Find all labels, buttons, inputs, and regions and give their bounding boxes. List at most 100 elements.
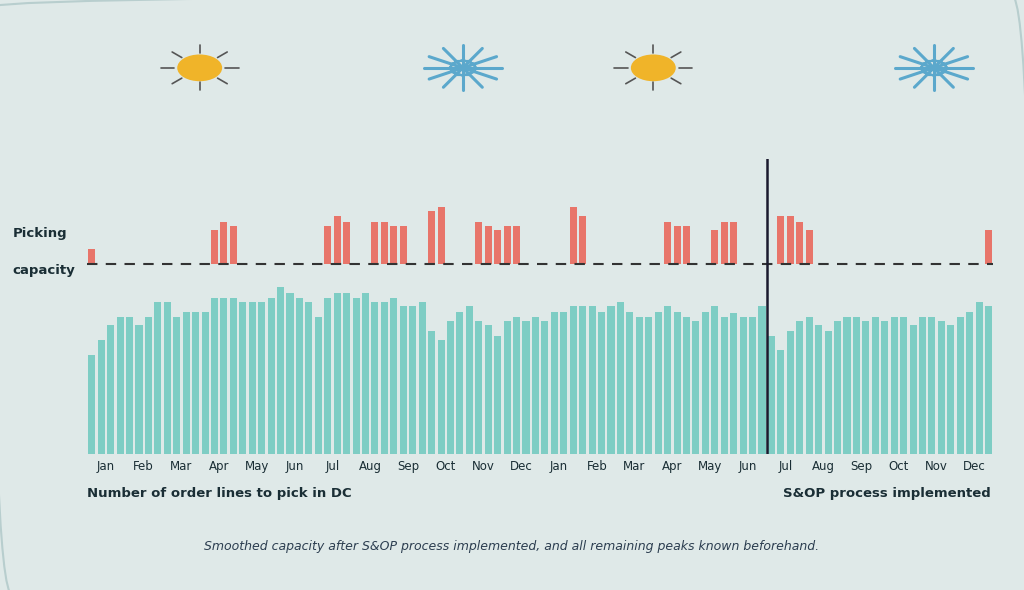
Bar [815,325,822,454]
Bar [834,321,841,454]
Bar [484,226,492,264]
Bar [947,325,954,454]
Bar [240,302,247,454]
Bar [97,340,104,454]
Bar [674,312,681,454]
Bar [390,298,397,454]
Bar [692,321,699,454]
Bar [372,302,379,454]
Bar [966,312,973,454]
Text: Number of order lines to pick in DC: Number of order lines to pick in DC [87,487,351,500]
Bar [504,321,511,454]
Bar [569,306,577,454]
Bar [399,306,407,454]
Bar [135,325,142,454]
Bar [636,317,643,454]
Bar [193,312,199,454]
Bar [325,298,332,454]
Bar [749,317,756,454]
Bar [891,317,898,454]
Bar [674,226,681,264]
Bar [267,298,274,454]
Bar [513,226,520,264]
Bar [182,312,189,454]
Bar [88,249,95,264]
Bar [475,321,482,454]
Text: Picking: Picking [12,227,67,240]
Bar [278,287,284,454]
Bar [976,302,983,454]
Bar [334,293,341,454]
Bar [607,306,614,454]
Bar [929,317,936,454]
Bar [985,306,992,454]
Bar [144,317,152,454]
Bar [155,302,162,454]
Bar [495,230,501,264]
Bar [372,222,379,264]
Bar [211,298,218,454]
Bar [211,230,218,264]
Bar [343,293,350,454]
Bar [88,355,95,454]
Bar [258,302,265,454]
Bar [900,317,907,454]
Bar [202,312,209,454]
Bar [352,298,359,454]
Bar [786,217,794,264]
Bar [428,211,435,264]
Bar [654,312,662,454]
Bar [721,222,728,264]
Bar [664,222,671,264]
Bar [598,312,605,454]
Bar [419,302,426,454]
Bar [305,302,312,454]
Bar [701,312,709,454]
Bar [522,321,529,454]
Bar [712,306,719,454]
Bar [229,298,237,454]
Bar [361,293,369,454]
Bar [797,222,803,264]
Bar [381,222,388,264]
Bar [466,306,473,454]
Bar [126,317,133,454]
Bar [108,325,115,454]
Bar [437,207,444,264]
Bar [296,298,303,454]
Bar [938,321,945,454]
Bar [390,226,397,264]
Bar [730,222,737,264]
Bar [806,230,813,264]
Bar [777,350,784,454]
Bar [569,207,577,264]
Bar [580,217,586,264]
Bar [457,312,464,454]
Bar [956,317,964,454]
Bar [495,336,501,454]
Bar [325,226,332,264]
Bar [220,298,227,454]
Bar [909,325,916,454]
Bar [484,325,492,454]
Bar [428,330,435,454]
Bar [399,226,407,264]
Bar [919,317,926,454]
Bar [806,317,813,454]
Bar [513,317,520,454]
Bar [853,317,860,454]
Bar [220,222,227,264]
Bar [589,306,596,454]
Bar [334,217,341,264]
Bar [229,226,237,264]
Text: Smoothed capacity after S&OP process implemented, and all remaining peaks known : Smoothed capacity after S&OP process imp… [205,540,819,553]
Bar [862,321,869,454]
Bar [797,321,803,454]
Bar [759,306,766,454]
Bar [531,317,539,454]
Bar [551,312,558,454]
Bar [616,302,624,454]
Bar [985,230,992,264]
Bar [683,317,690,454]
Bar [721,317,728,454]
